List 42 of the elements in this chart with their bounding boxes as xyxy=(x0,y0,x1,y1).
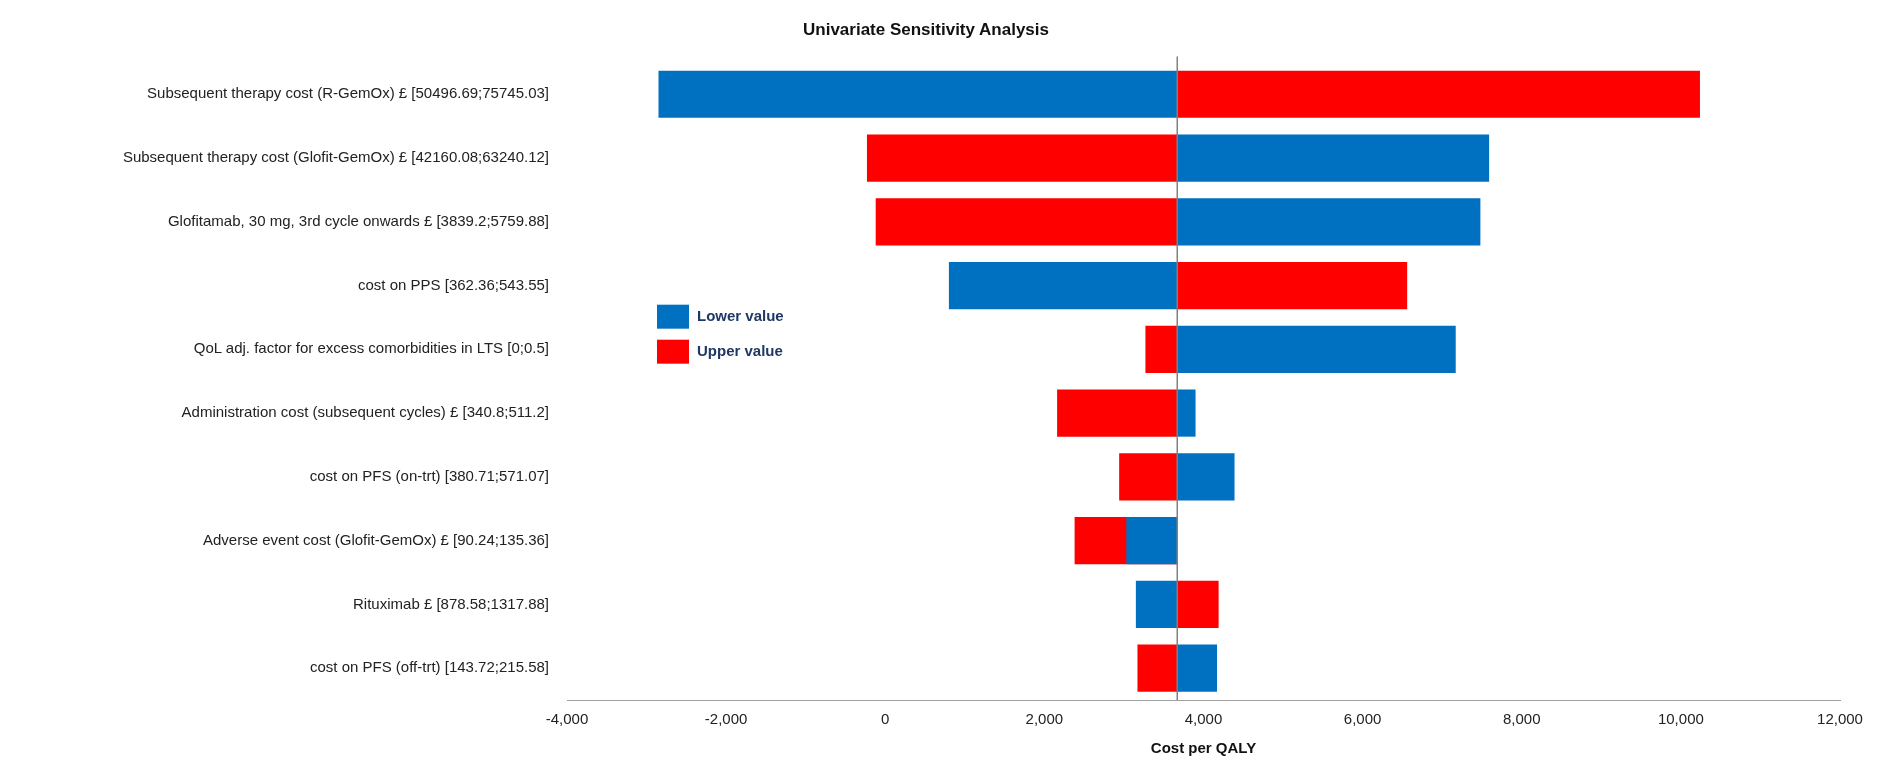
x-tick-label: 10,000 xyxy=(1657,710,1704,728)
bar xyxy=(658,70,1178,118)
bar xyxy=(1177,261,1408,310)
x-tick-label: 12,000 xyxy=(1817,710,1863,728)
y-tick-label: Glofitamab, 30 mg, 3rd cycle onwards £ [3839.2;5759.88] xyxy=(167,211,549,229)
y-tick-label: Administration cost (subsequent cycles) £ [340.8;511.2] xyxy=(181,403,549,421)
bar xyxy=(1177,325,1456,373)
bar xyxy=(1177,389,1196,437)
bar xyxy=(1177,198,1481,246)
bar xyxy=(948,261,1178,310)
y-tick-label: cost on PPS [362.36;543.55] xyxy=(358,275,549,293)
x-tick-label: 6,000 xyxy=(1343,710,1382,728)
x-tick-label: -4,000 xyxy=(545,710,589,728)
y-tick-label: cost on PFS (off-trt) [143.72;215.58] xyxy=(309,658,549,676)
bar xyxy=(1177,134,1490,182)
x-tick-label: -2,000 xyxy=(704,710,748,728)
bar xyxy=(1126,517,1178,565)
chart-title: Univariate Sensitivity Analysis xyxy=(803,19,1049,39)
bar xyxy=(1177,580,1219,628)
bar xyxy=(1177,644,1218,692)
y-tick-label: Subsequent therapy cost (R-GemOx) £ [50496.69;75745.03] xyxy=(147,84,549,102)
bar xyxy=(1137,644,1178,692)
bar xyxy=(1177,453,1235,501)
y-tick-label: QoL adj. factor for excess comorbidities in LTS [0;0.5] xyxy=(193,339,549,357)
bar xyxy=(866,134,1178,182)
y-tick-label: Rituximab £ [878.58;1317.88] xyxy=(353,594,549,612)
legend-label: Lower value xyxy=(697,306,784,324)
bar xyxy=(1119,453,1178,501)
y-tick-label: cost on PFS (on-trt) [380.71;571.07] xyxy=(309,466,549,484)
x-tick-label: 0 xyxy=(881,710,890,728)
bar xyxy=(1057,389,1178,437)
y-tick-label: Adverse event cost (Glofit-GemOx) £ [90.24;135.36] xyxy=(203,530,549,548)
bar xyxy=(1135,580,1178,628)
bar xyxy=(875,198,1178,246)
bar xyxy=(1145,325,1178,373)
x-axis-title: Cost per QALY xyxy=(1150,739,1257,757)
x-tick-label: 4,000 xyxy=(1184,710,1223,728)
x-tick-label: 2,000 xyxy=(1025,710,1064,728)
x-tick-label: 8,000 xyxy=(1502,710,1541,728)
y-tick-label: Subsequent therapy cost (Glofit-GemOx) £ [42160.08;63240.12] xyxy=(122,148,549,166)
bar xyxy=(1177,70,1700,118)
legend-label: Upper value xyxy=(697,341,783,359)
